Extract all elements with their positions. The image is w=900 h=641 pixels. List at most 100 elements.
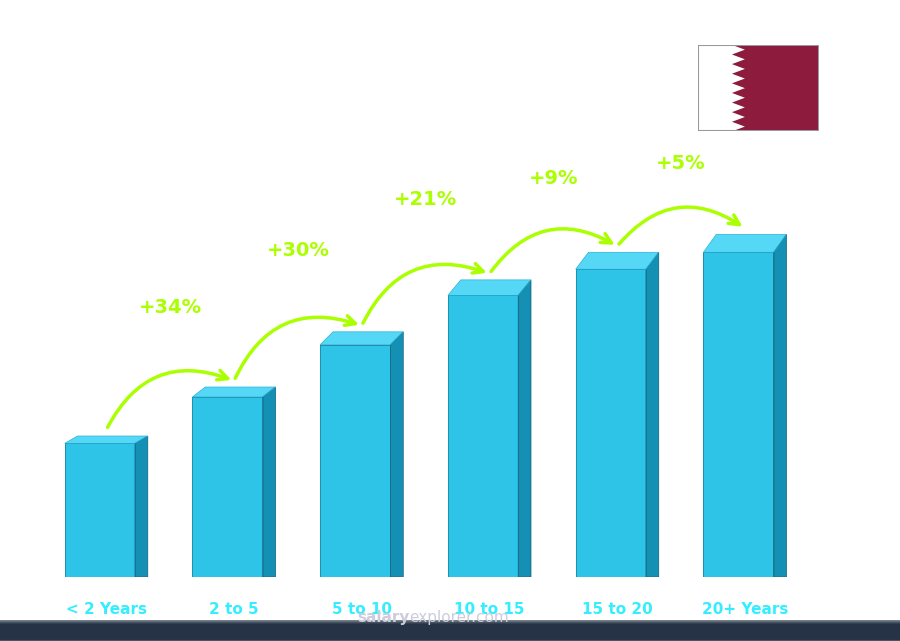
Bar (0, 623, 900, 633)
Text: 15 to 20: 15 to 20 (582, 601, 652, 617)
Bar (0, 622, 900, 633)
Bar (0, 623, 900, 633)
Bar (0, 628, 900, 639)
Bar (0, 626, 900, 637)
Bar (0, 620, 900, 631)
Bar (0, 624, 900, 635)
Bar (0, 621, 900, 631)
Bar (0, 626, 900, 637)
Bar (0, 621, 900, 632)
Bar (0, 620, 900, 631)
Bar (0, 629, 900, 640)
Text: +5%: +5% (656, 154, 706, 173)
Bar (0, 622, 900, 633)
Bar (0, 629, 900, 640)
Bar (0, 620, 900, 631)
Bar (0, 629, 900, 639)
Text: Salary Comparison By Experience: Salary Comparison By Experience (36, 29, 612, 58)
Bar (0, 620, 900, 631)
Bar (0, 626, 900, 636)
Bar (0, 628, 900, 639)
Bar (0, 626, 900, 637)
Text: explorer.com: explorer.com (410, 610, 509, 625)
Bar (0, 624, 900, 635)
Bar (0, 630, 900, 641)
Polygon shape (320, 332, 403, 345)
Bar (0, 629, 900, 640)
Text: 18,300 QAR: 18,300 QAR (450, 264, 529, 277)
Bar (0, 625, 900, 636)
Bar (0, 627, 900, 638)
Bar (0, 624, 900, 634)
Bar (0, 629, 900, 640)
Text: 2 to 5: 2 to 5 (209, 601, 259, 617)
Polygon shape (448, 296, 518, 577)
Bar (0, 620, 900, 631)
Bar (0, 626, 900, 636)
Bar (0, 620, 900, 631)
Bar (0, 627, 900, 637)
Bar (0, 622, 900, 633)
Bar (0, 628, 900, 638)
Bar (0, 626, 900, 636)
Bar (0, 620, 900, 631)
Bar (0, 624, 900, 635)
Bar (0, 625, 900, 635)
Bar (0, 620, 900, 631)
Text: < 2 Years: < 2 Years (66, 601, 147, 617)
Polygon shape (65, 444, 135, 577)
Polygon shape (65, 436, 148, 444)
Bar (0, 629, 900, 640)
Bar (0, 621, 900, 632)
Bar (0, 626, 900, 637)
Bar (0, 622, 900, 633)
Bar (0, 623, 900, 634)
Bar (0, 620, 900, 631)
Text: 8,680 QAR: 8,680 QAR (71, 420, 141, 433)
Text: 11,700 QAR: 11,700 QAR (194, 371, 274, 384)
Bar (0, 620, 900, 631)
Bar (0, 624, 900, 634)
Bar (0, 621, 900, 631)
Text: 21,100 QAR: 21,100 QAR (706, 219, 785, 231)
Bar (0, 624, 900, 635)
Bar (0, 624, 900, 635)
Polygon shape (646, 253, 659, 577)
Bar (0, 626, 900, 637)
Bar (0, 629, 900, 640)
Text: Average Monthly Salary: Average Monthly Salary (872, 305, 883, 438)
Polygon shape (704, 253, 774, 577)
Polygon shape (576, 253, 659, 269)
Bar (0, 627, 900, 637)
Bar (0, 621, 900, 632)
Text: salary: salary (357, 610, 410, 625)
Bar (0, 627, 900, 638)
Bar (0, 628, 900, 638)
Bar (0, 622, 900, 632)
Bar (0, 630, 900, 641)
Polygon shape (193, 397, 263, 577)
Bar (0, 628, 900, 638)
Polygon shape (698, 45, 745, 131)
Bar (0, 627, 900, 637)
Bar (0, 621, 900, 632)
Text: +30%: +30% (266, 241, 329, 260)
Polygon shape (448, 280, 531, 296)
Polygon shape (774, 235, 787, 577)
Bar (0, 626, 900, 637)
Bar (0, 625, 900, 636)
Bar (0, 629, 900, 640)
Bar (0, 624, 900, 635)
Bar (0, 629, 900, 639)
Text: Mechanical Engineer: Mechanical Engineer (36, 67, 238, 87)
Bar (0, 624, 900, 635)
Bar (0, 626, 900, 637)
Bar (0, 621, 900, 632)
Bar (0, 626, 900, 636)
Bar (0, 623, 900, 634)
Bar (0, 629, 900, 640)
Text: 15,100 QAR: 15,100 QAR (322, 316, 401, 329)
Bar (0, 627, 900, 638)
Bar (0, 629, 900, 640)
Bar (0, 628, 900, 638)
